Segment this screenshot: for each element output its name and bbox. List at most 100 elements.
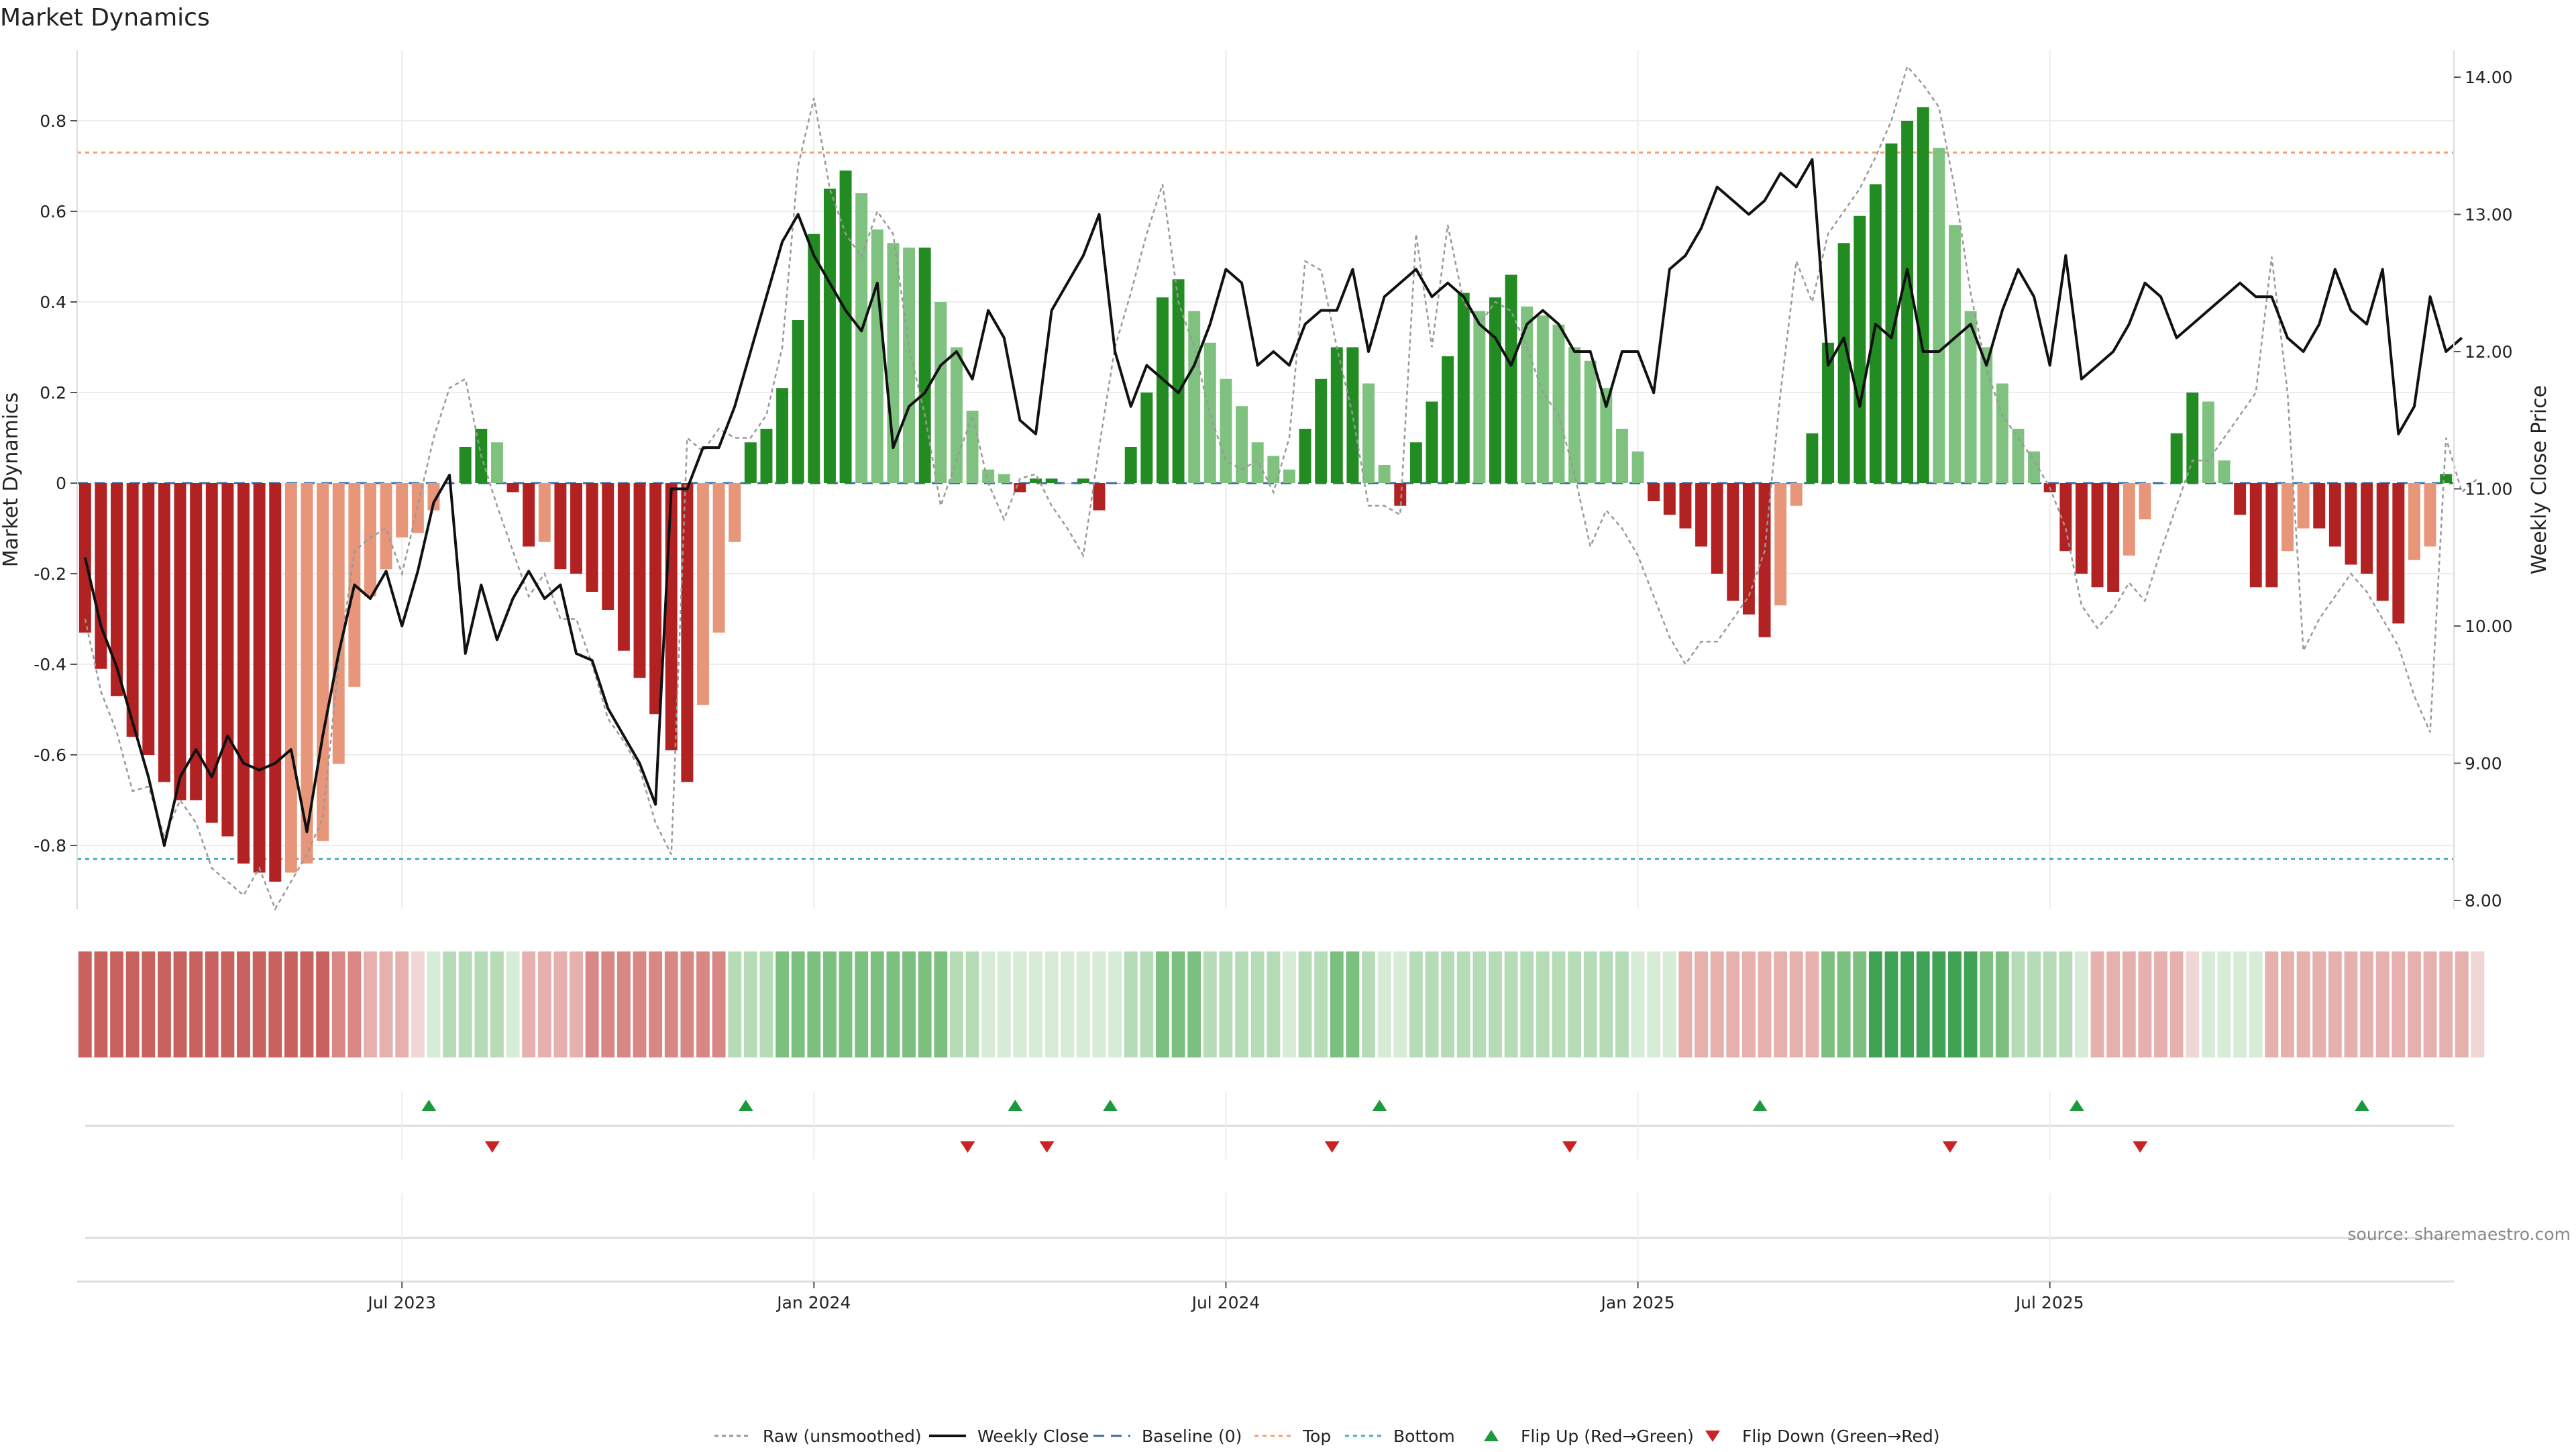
dynamics-bar (950, 347, 963, 483)
heat-cell (1362, 951, 1375, 1057)
dynamics-bar (2059, 483, 2072, 552)
heat-cell (157, 951, 171, 1057)
dynamics-bar (126, 483, 139, 737)
dynamics-bar (1790, 483, 1803, 506)
dynamics-bar (1045, 478, 1058, 483)
heat-cell (1868, 951, 1882, 1057)
left-tick-label: 0.4 (40, 293, 66, 312)
heat-cell (1599, 951, 1613, 1057)
heat-cell (411, 951, 425, 1057)
heat-cell (918, 951, 932, 1057)
dynamics-bar (95, 483, 107, 669)
legend: Raw (unsmoothed) Weekly Close Baseline (0)… (714, 1427, 1940, 1446)
heat-cell (1821, 951, 1835, 1057)
heat-strip (78, 951, 2485, 1057)
flip-down-marker (484, 1141, 500, 1153)
heat-cell (1615, 951, 1629, 1057)
dynamics-bar (602, 483, 614, 610)
dynamics-bar (1124, 447, 1137, 483)
heat-cell (221, 951, 235, 1057)
dynamics-bar (1948, 225, 1961, 483)
left-tick-label: 0.8 (40, 111, 66, 131)
heat-cell (331, 951, 345, 1057)
heat-cell (1552, 951, 1566, 1057)
heat-cell (2375, 951, 2390, 1057)
heat-cell (284, 951, 298, 1057)
left-tick-label: 0.2 (40, 383, 66, 403)
x-tick-label: Jul 2024 (1191, 1293, 1260, 1312)
y-axis-label-right: Weekly Close Price (2528, 385, 2551, 574)
dynamics-bar (2234, 483, 2247, 515)
dynamics-bar (934, 302, 947, 483)
dynamics-bar (523, 483, 535, 547)
flip-down-marker (1324, 1141, 1340, 1153)
legend-label: Raw (unsmoothed) (763, 1427, 922, 1446)
heat-cell (823, 951, 837, 1057)
dynamics-bar (1631, 451, 1644, 483)
heat-cell (949, 951, 963, 1057)
dynamics-bar (1330, 347, 1343, 483)
dynamics-bar (142, 483, 155, 755)
dynamics-bar (903, 248, 916, 483)
legend-label: Top (1302, 1427, 1331, 1446)
heat-cell (2186, 951, 2200, 1057)
dynamics-bar (649, 483, 662, 715)
dynamics-bar (490, 442, 503, 483)
heat-cell (1568, 951, 1582, 1057)
legend-item-bottom: Bottom (1345, 1427, 1455, 1446)
heat-cell (616, 951, 631, 1057)
heat-cell (78, 951, 92, 1057)
dynamics-bar (284, 483, 297, 873)
dynamics-bar (1584, 360, 1597, 483)
flip-down-marker (1562, 1141, 1578, 1153)
dynamics-bar (158, 483, 170, 782)
chart-title: Market Dynamics (0, 4, 210, 32)
heat-cell (427, 951, 441, 1057)
dynamics-bar (1663, 483, 1676, 515)
dynamics-bar (253, 483, 266, 873)
dynamics-bar (317, 483, 329, 841)
dynamics-bar (2155, 483, 2167, 484)
heat-cell (94, 951, 108, 1057)
y-axis-label-left: Market Dynamics (0, 393, 23, 568)
dynamics-bar (1061, 483, 1074, 484)
heat-cell (1029, 951, 1042, 1057)
heat-cell (696, 951, 710, 1057)
left-axis-ticks: 0.8 0.6 0.4 0.2 0 -0.2 -0.4 -0.6 -0.8 (34, 111, 77, 855)
legend-item-baseline: Baseline (0) (1093, 1427, 1242, 1446)
dynamics-bar (982, 469, 995, 483)
dynamics-bar (2012, 429, 2025, 483)
dynamics-bar (190, 483, 203, 800)
heat-cell (1932, 951, 1946, 1057)
heat-cell (1489, 951, 1502, 1057)
heat-cell (839, 951, 853, 1057)
dynamics-bar (617, 483, 630, 651)
flip-markers (421, 1100, 2370, 1153)
dynamics-bar (1806, 433, 1819, 483)
heat-cell (347, 951, 362, 1057)
heat-cell (1140, 951, 1154, 1057)
heat-cell (870, 951, 884, 1057)
heat-cell (237, 951, 250, 1057)
dynamics-bar (1917, 107, 1929, 483)
heat-cell (2281, 951, 2294, 1057)
heat-cell (2059, 951, 2073, 1057)
dynamics-bar (237, 483, 250, 864)
heat-cell (125, 951, 140, 1057)
x-tick-label: Jan 2025 (1600, 1293, 1675, 1312)
heat-cell (1789, 951, 1803, 1057)
heat-cell (110, 951, 123, 1057)
legend-item-top: Top (1254, 1427, 1331, 1446)
heat-cell (2344, 951, 2358, 1057)
dynamics-bar (1346, 347, 1359, 483)
dynamics-bar (1568, 347, 1581, 483)
heat-cell (1203, 951, 1217, 1057)
weekly-close-line (83, 158, 2463, 847)
legend-item-raw: Raw (unsmoothed) (714, 1427, 922, 1446)
dynamics-bar (633, 483, 646, 678)
dynamics-bar (998, 474, 1010, 483)
heat-cell (934, 951, 948, 1057)
heat-cell (2043, 951, 2057, 1057)
dynamics-bar (205, 483, 218, 823)
